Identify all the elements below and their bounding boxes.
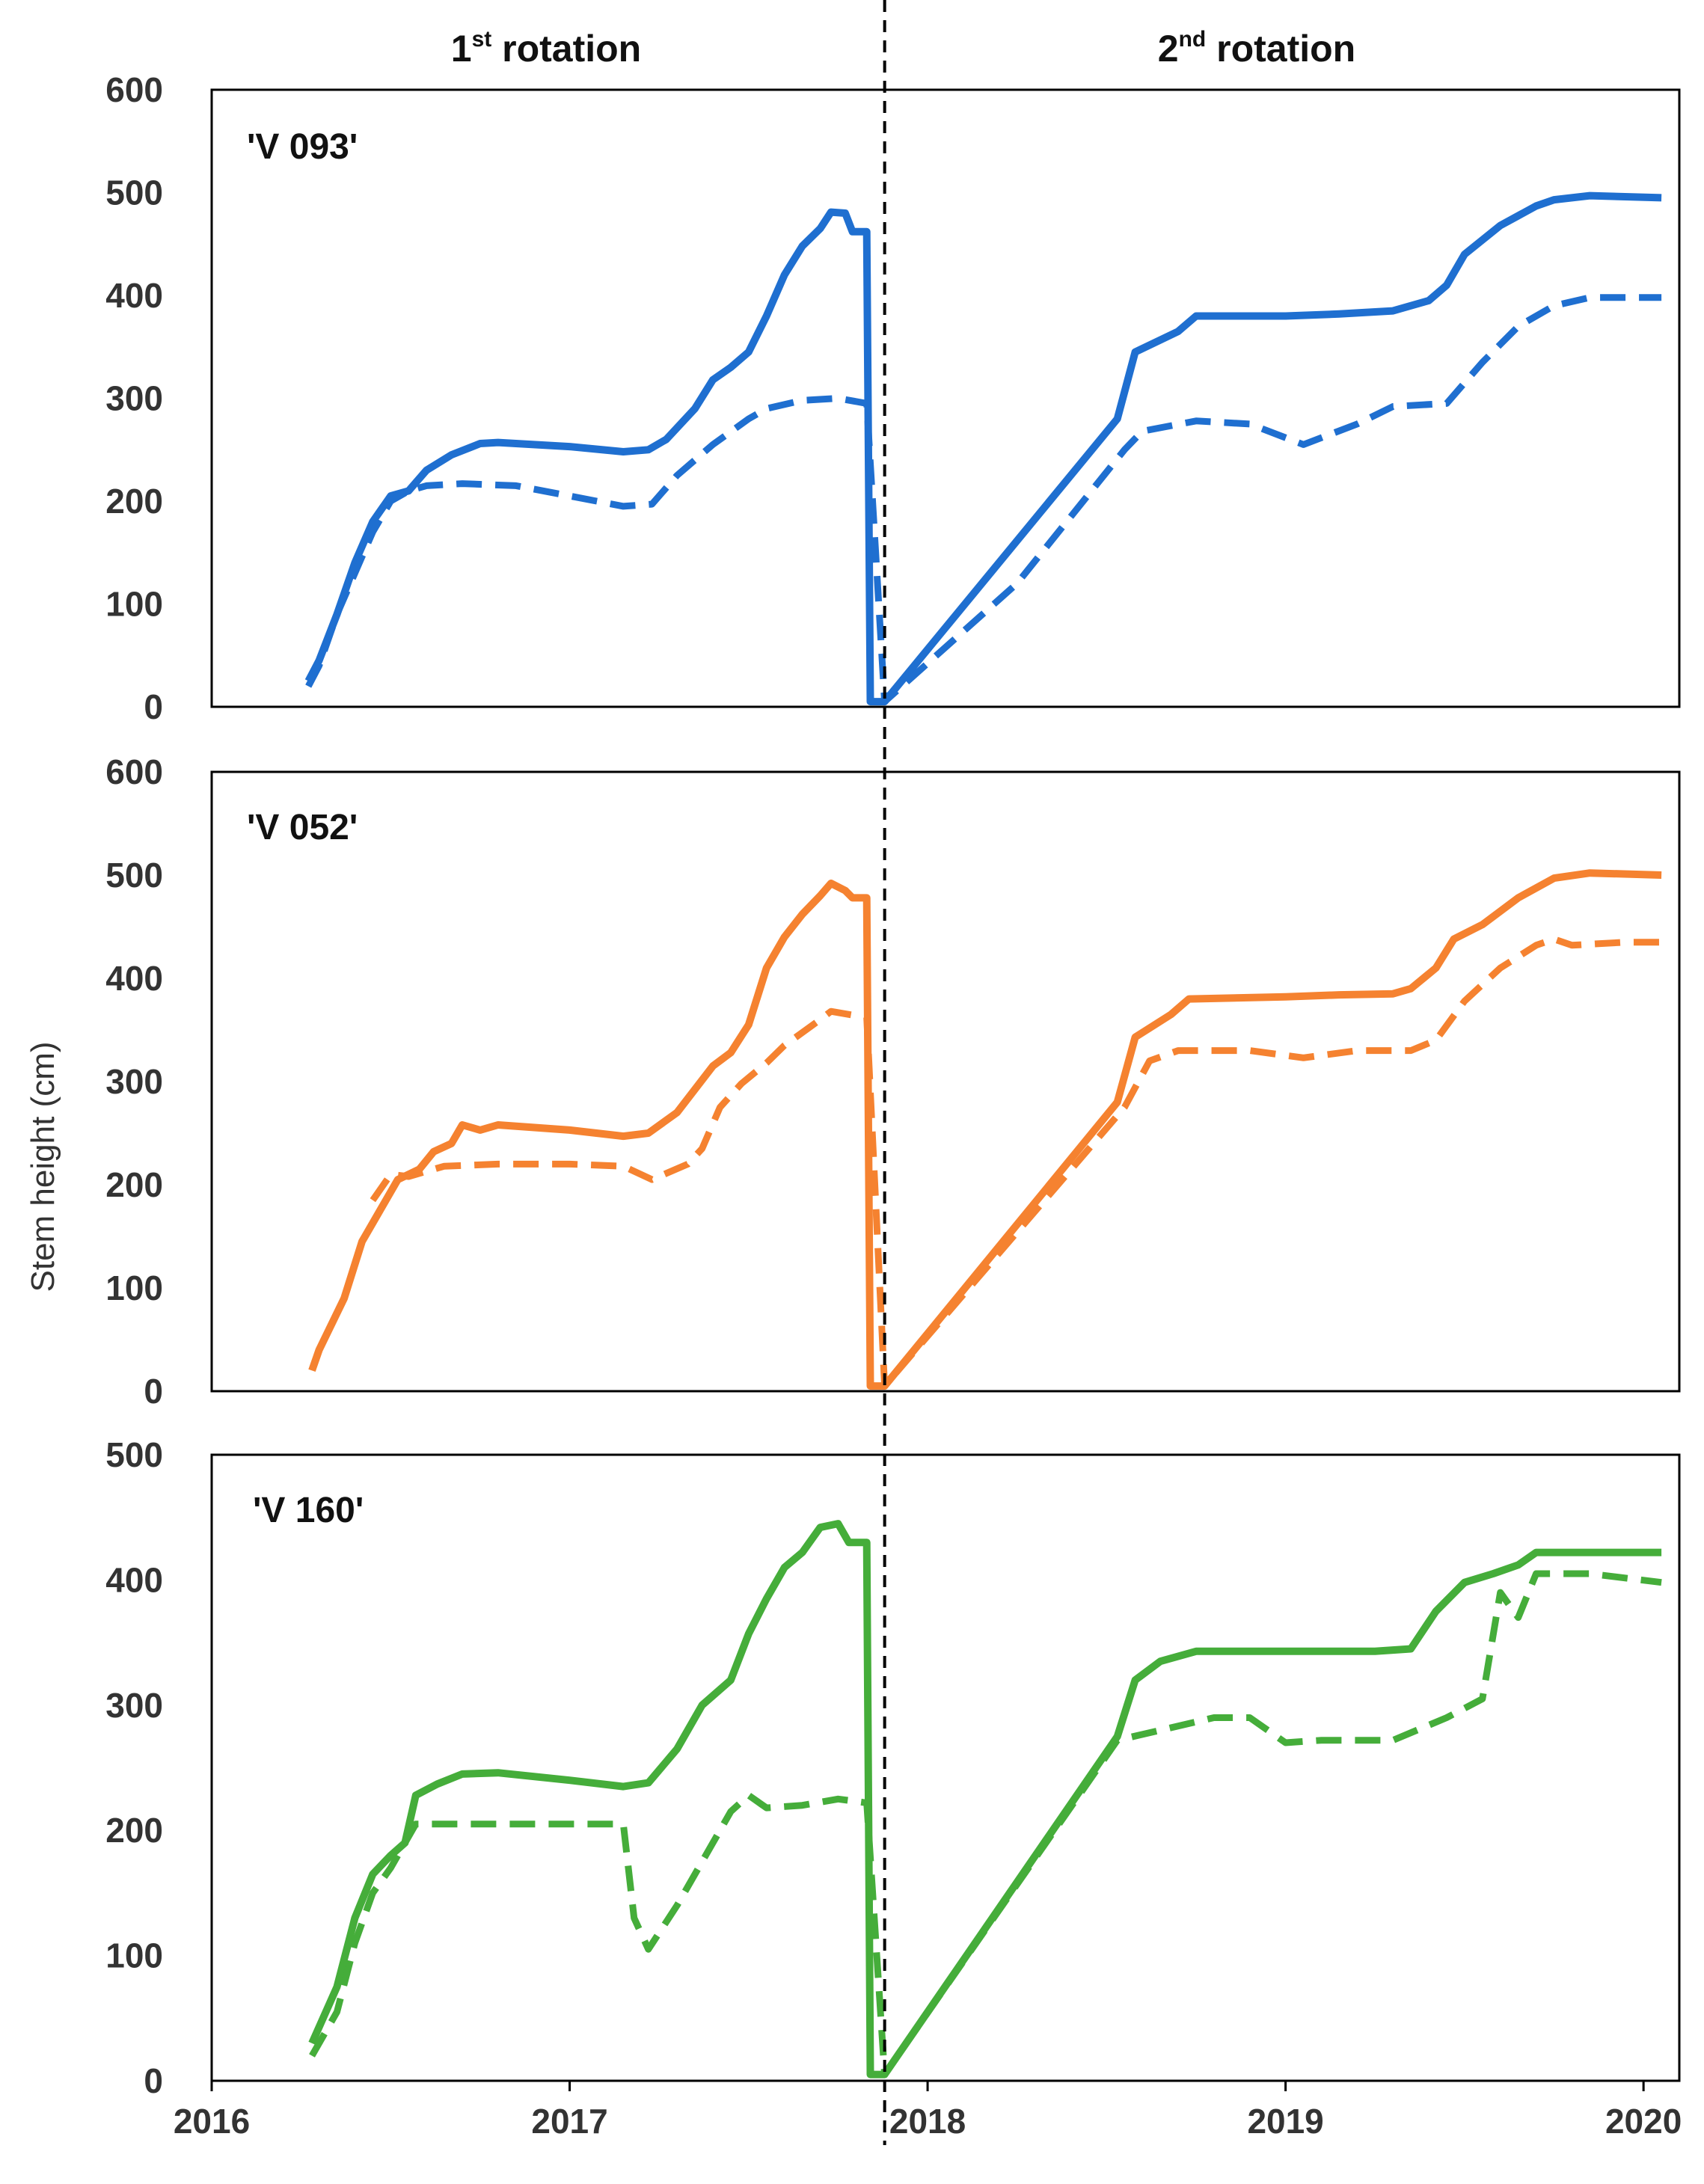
x-tick-label: 2019 <box>1247 2102 1323 2141</box>
y-tick-label: 100 <box>105 1269 163 1307</box>
plot-frame <box>210 88 1681 708</box>
series-line-solid <box>304 191 1662 706</box>
panel-title: 'V 093' <box>247 127 358 167</box>
x-tick-label: 2016 <box>174 2102 250 2141</box>
x-tick-label: 2018 <box>889 2102 966 2141</box>
x-axis: 2016 2017 2018 2019 2020 <box>174 2081 1682 2141</box>
plot-frame <box>210 770 1681 1393</box>
y-tick-label: 600 <box>105 752 163 791</box>
y-tick-label: 200 <box>105 482 163 521</box>
y-tick-label: 400 <box>105 1560 163 1599</box>
panel-v052: 'V 052' 0 100 200 300 400 500 600 <box>105 752 1681 1411</box>
y-tick-label: 600 <box>105 70 163 109</box>
y-tick-label: 300 <box>105 379 163 418</box>
panel-title: 'V 160' <box>253 1491 364 1530</box>
y-tick-label: 500 <box>105 174 163 212</box>
y-tick-label: 0 <box>144 687 163 726</box>
y-tick-label: 200 <box>105 1811 163 1850</box>
plot-frame <box>210 1453 1681 2082</box>
y-tick-label: 400 <box>105 959 163 998</box>
y-axis-label: Stem height (cm) <box>25 1042 61 1292</box>
y-tick-label: 400 <box>105 276 163 315</box>
x-tick-label: 2017 <box>531 2102 607 2141</box>
panel-title: 'V 052' <box>247 808 358 847</box>
y-tick-label: 200 <box>105 1165 163 1204</box>
y-tick-label: 500 <box>105 856 163 895</box>
rotation-1-label: 1st rotation <box>451 27 641 70</box>
series-line-dashed <box>305 294 1662 705</box>
rotation-2-label: 2nd rotation <box>1158 27 1355 70</box>
y-tick-label: 100 <box>105 1936 163 1975</box>
series-line-dashed <box>309 1570 1662 2079</box>
panel-v093: 'V 093' 0 100 200 300 400 500 600 <box>105 70 1681 726</box>
series-line-solid <box>308 869 1662 1390</box>
series-line-solid <box>308 1520 1662 2079</box>
y-tick-label: 100 <box>105 585 163 624</box>
x-tick-label: 2020 <box>1605 2102 1682 2141</box>
panel-v160: 'V 160' 0 100 200 300 400 500 <box>105 1435 1681 2100</box>
series-line-dashed <box>370 936 1662 1390</box>
y-tick-label: 0 <box>144 1372 163 1411</box>
y-tick-label: 300 <box>105 1686 163 1725</box>
y-tick-label: 500 <box>105 1435 163 1474</box>
y-tick-label: 0 <box>144 2061 163 2100</box>
y-tick-label: 300 <box>105 1062 163 1101</box>
